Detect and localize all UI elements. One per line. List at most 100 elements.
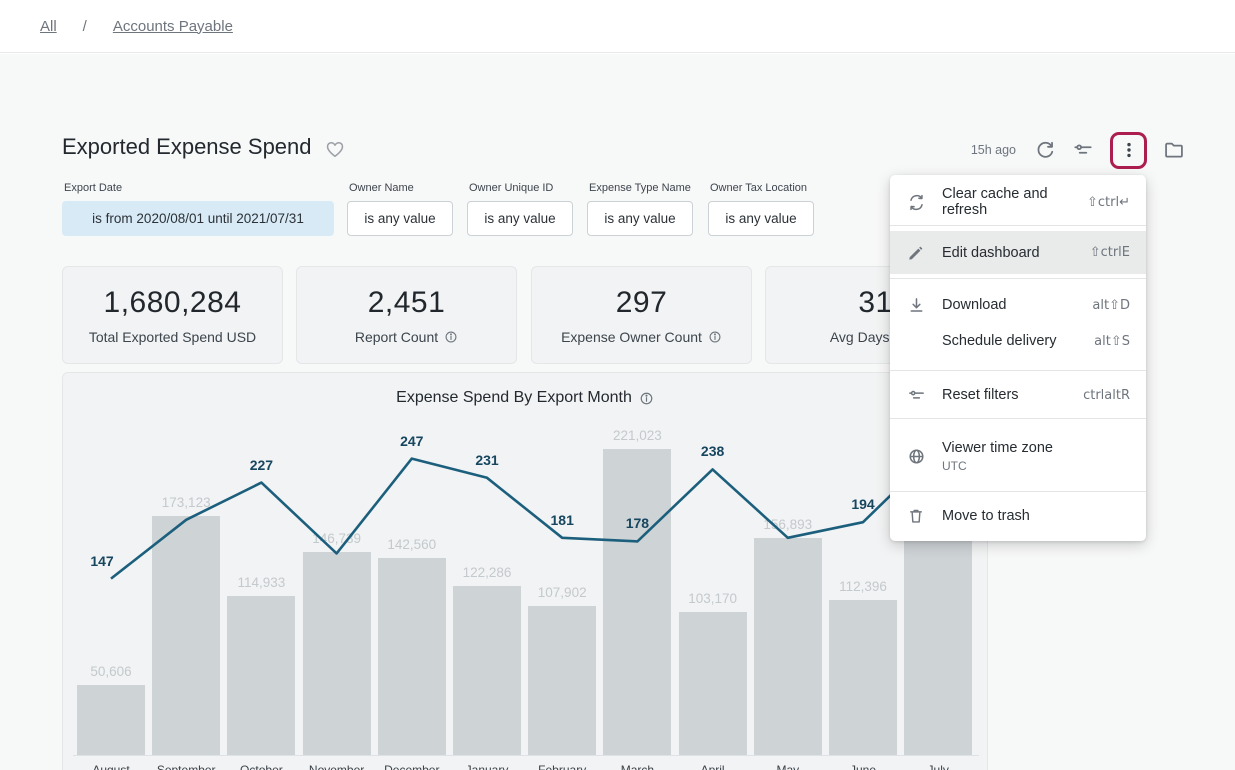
bar-march[interactable] (603, 449, 672, 755)
bar-value-label: 142,560 (387, 537, 437, 552)
menu-item-label: Schedule delivery (942, 333, 1057, 349)
bar-value-label: 112,396 (839, 579, 887, 594)
bar-may[interactable] (753, 538, 822, 755)
chart-tile-expense-spend-by-month: 50,606 August 173,123 September 114,933 Octob… (62, 372, 988, 770)
x-axis-label: June (849, 763, 877, 770)
menu-shortcut: alt⇧D (1092, 297, 1130, 313)
kpi-tile-total-exported-spend: 1,680,284 Total Exported Spend USD (62, 266, 283, 364)
info-icon[interactable] (444, 330, 458, 344)
breadcrumb-separator: / (82, 17, 87, 35)
menu-item-label: Download (942, 297, 1007, 313)
x-axis-label: July (927, 763, 949, 770)
menu-divider (890, 225, 1146, 226)
filter-owner-name: Owner Name is any value (347, 182, 453, 236)
menu-shortcut: ⇧ctrlE (1089, 245, 1130, 260)
bar-october[interactable] (227, 596, 296, 755)
favorite-heart-icon[interactable] (324, 138, 346, 160)
filter-label: Owner Name (349, 182, 414, 194)
bar-july[interactable] (904, 527, 973, 755)
bar-value-label: 103,170 (688, 591, 737, 606)
menu-item-label: Edit dashboard (942, 244, 1040, 261)
filter-icon (906, 386, 926, 405)
folder-icon[interactable] (1163, 139, 1185, 161)
bar-november[interactable] (302, 552, 371, 755)
filter-chip-owner-tax-location[interactable]: is any value (708, 201, 814, 236)
dashboard-actions: 15h ago (971, 130, 1185, 170)
kpi-tile-report-count: 2,451 Report Count (296, 266, 517, 364)
sync-icon (906, 193, 926, 212)
bar-value-label: 221,023 (612, 428, 662, 443)
bar-december[interactable] (377, 558, 446, 755)
menu-item-move-to-trash[interactable]: Move to trash (890, 498, 1146, 534)
page-title-row: Exported Expense Spend (62, 134, 346, 160)
dashboard-actions-menu: Clear cache and refresh ⇧ctrl↵ Edit dash… (890, 175, 1146, 541)
menu-item-sublabel: UTC (942, 458, 967, 473)
info-icon[interactable] (639, 391, 654, 406)
menu-divider (890, 491, 1146, 492)
kebab-menu-button[interactable] (1110, 131, 1147, 169)
bar-value-label: 173,123 (161, 495, 211, 510)
page-title: Exported Expense Spend (62, 134, 312, 159)
menu-item-download[interactable]: Download alt⇧D (890, 287, 1146, 323)
breadcrumb-link-accounts-payable[interactable]: Accounts Payable (112, 17, 233, 35)
bar-value-label: 50,606 (90, 664, 132, 679)
x-axis-label: February (538, 763, 587, 770)
line-value-label: 227 (249, 456, 274, 473)
menu-item-label: Clear cache and refresh (942, 186, 1048, 218)
bar-value-label: 122,286 (462, 565, 512, 580)
menu-shortcut: alt⇧S (1094, 333, 1130, 349)
filter-label: Expense Type Name (589, 182, 691, 194)
chart-title-row: Expense Spend By Export Month (63, 389, 987, 407)
chart-plot: 50,606 August 173,123 September 114,933 Octob… (63, 373, 989, 770)
filter-owner-tax-location: Owner Tax Location is any value (708, 182, 814, 236)
filter-expense-type-name: Expense Type Name is any value (587, 182, 693, 236)
menu-item-clear-cache[interactable]: Clear cache and refresh ⇧ctrl↵ (890, 179, 1146, 225)
filter-chip-expense-type-name[interactable]: is any value (587, 201, 693, 236)
menu-shortcut: ctrlaltR (1083, 387, 1130, 403)
x-axis-label: August (92, 763, 130, 770)
bar-january[interactable] (453, 586, 521, 755)
info-icon[interactable] (708, 330, 722, 344)
menu-item-reset-filters[interactable]: Reset filters ctrlaltR (890, 377, 1146, 413)
breadcrumb-link-all[interactable]: All (40, 17, 57, 35)
x-axis-label: October (240, 763, 283, 770)
bar-september[interactable] (152, 516, 221, 755)
filter-chip-export-date[interactable]: is from 2020/08/01 until 2021/07/31 (62, 201, 334, 236)
bar-february[interactable] (528, 606, 597, 755)
menu-item-label: Viewer time zone (942, 439, 1053, 456)
menu-item-schedule-delivery[interactable]: Schedule delivery alt⇧S (890, 323, 1146, 359)
line-value-label: 181 (550, 511, 574, 528)
dashboard-content: Exported Expense Spend 15h ago (0, 54, 1235, 770)
filter-chip-owner-name[interactable]: is any value (347, 201, 453, 236)
x-axis-label: January (465, 763, 509, 770)
bar-june[interactable] (829, 600, 897, 755)
filter-chip-owner-unique-id[interactable]: is any value (467, 201, 573, 236)
x-axis-line (73, 755, 979, 756)
menu-item-edit-dashboard[interactable]: Edit dashboard ⇧ctrlE (890, 231, 1146, 274)
kpi-label: Total Exported Spend USD (89, 329, 256, 345)
filters-toggle-icon[interactable] (1072, 139, 1094, 161)
x-axis-label: November (308, 763, 365, 770)
menu-item-viewer-time-zone[interactable]: Viewer time zone UTC (890, 425, 1146, 487)
kpi-value: 297 (615, 285, 668, 319)
filter-label: Owner Tax Location (710, 182, 808, 194)
filter-label: Export Date (64, 182, 123, 194)
menu-item-label: Move to trash (942, 508, 1030, 524)
bar-value-label: 107,902 (537, 585, 587, 600)
filter-label: Owner Unique ID (469, 182, 554, 194)
bar-august[interactable] (77, 685, 145, 755)
menu-item-label: Reset filters (942, 387, 1019, 403)
kpi-label-text: Expense Owner Count (561, 328, 702, 345)
line-value-label: 238 (700, 443, 725, 460)
line-value-label: 231 (475, 451, 499, 468)
menu-shortcut: ⇧ctrl↵ (1087, 194, 1130, 210)
x-axis-label: March (620, 763, 655, 770)
menu-divider (890, 370, 1146, 371)
menu-divider (890, 278, 1146, 279)
chart-title: Expense Spend By Export Month (396, 389, 632, 406)
kpi-label: Expense Owner Count (561, 329, 722, 345)
x-axis-label: December (384, 763, 440, 770)
refresh-icon[interactable] (1034, 139, 1056, 161)
bar-april[interactable] (678, 612, 747, 755)
